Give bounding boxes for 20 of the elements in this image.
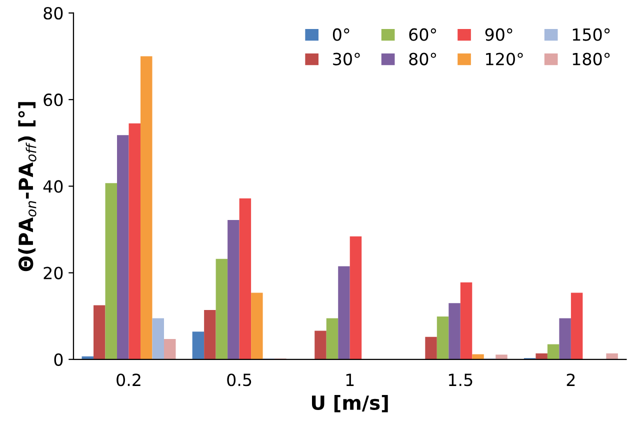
legend-label: 90°	[485, 28, 512, 41]
legend-label: 120°	[486, 52, 523, 66]
x-tick-label: 1.5	[448, 374, 472, 386]
legend-label: 60°	[409, 28, 436, 41]
y-tick-label: 0	[54, 353, 63, 366]
y-tick-label: 60	[44, 94, 63, 106]
legend-label: 150°	[572, 28, 610, 41]
y-axis-title: Θ(PA$_{on}$-PA$_{off}$) [°]	[18, 102, 36, 272]
x-tick-label: 2	[566, 374, 575, 386]
legend-label: 30°	[333, 52, 360, 66]
y-tick-label: 40	[43, 180, 63, 193]
y-tick-label: 20	[44, 266, 63, 280]
y-tick-label: 80	[44, 6, 63, 20]
x-tick-label: 0.5	[227, 374, 252, 386]
legend-label: 180°	[572, 52, 610, 66]
legend-label: 0°	[332, 28, 350, 41]
legend-label: 80°	[409, 52, 436, 66]
x-tick-label: 1	[346, 374, 354, 386]
x-axis-title: U [m/s]	[312, 394, 388, 412]
x-tick-label: 0.2	[116, 374, 140, 386]
